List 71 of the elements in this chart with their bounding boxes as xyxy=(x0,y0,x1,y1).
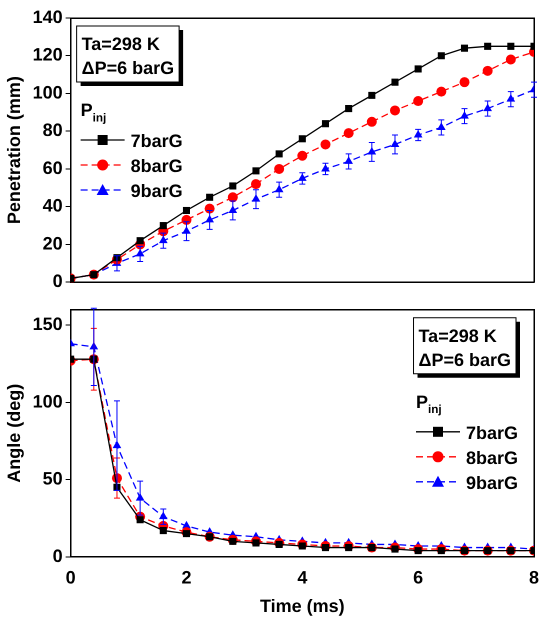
y-tick-label: 100 xyxy=(32,391,63,412)
point xyxy=(368,92,376,99)
point xyxy=(252,539,260,546)
y-tick-label: 0 xyxy=(52,546,63,566)
point xyxy=(206,194,214,201)
annotation: Ta=298 K xyxy=(82,34,160,54)
y-tick-label: 60 xyxy=(42,158,63,178)
point xyxy=(182,206,190,214)
point xyxy=(322,544,330,552)
point xyxy=(276,540,283,548)
y-tick-label: 120 xyxy=(32,44,63,65)
point xyxy=(136,237,144,244)
point xyxy=(390,105,400,116)
point xyxy=(345,105,352,112)
point xyxy=(482,66,493,76)
point xyxy=(438,52,445,60)
point xyxy=(160,527,167,534)
point xyxy=(506,54,516,65)
point xyxy=(320,139,330,150)
x-tick-label: 4 xyxy=(297,568,308,588)
legend-label: 7barG xyxy=(130,131,183,151)
point xyxy=(298,542,306,550)
x-tick-label: 8 xyxy=(528,568,540,588)
point xyxy=(297,150,308,161)
y-tick-label: 40 xyxy=(42,196,63,216)
point xyxy=(414,65,422,72)
point xyxy=(438,547,445,554)
annotation: Ta=298 K xyxy=(418,326,497,346)
point xyxy=(459,77,470,88)
y-axis-title: Angle (deg) xyxy=(4,384,24,483)
point xyxy=(344,128,354,138)
point xyxy=(391,546,399,553)
point xyxy=(250,179,261,190)
point xyxy=(229,182,236,190)
point xyxy=(252,167,260,174)
point xyxy=(366,116,377,127)
legend-label: 9barG xyxy=(130,181,183,201)
point xyxy=(229,538,236,545)
point xyxy=(391,78,399,86)
point xyxy=(298,135,306,142)
point xyxy=(160,222,167,230)
y-tick-label: 50 xyxy=(42,468,63,489)
point xyxy=(345,544,352,552)
y-tick-label: 20 xyxy=(42,233,63,254)
x-tick-label: 0 xyxy=(66,568,76,588)
point xyxy=(484,42,492,50)
y-tick-label: 100 xyxy=(32,82,63,102)
x-axis-title: Time (ms) xyxy=(260,596,345,616)
point xyxy=(276,150,283,158)
x-tick-label: 6 xyxy=(413,568,424,588)
annotation: ΔP=6 barG xyxy=(418,350,512,370)
y-axis-title: Penetration (mm) xyxy=(4,76,24,224)
point xyxy=(136,516,144,524)
legend-label: 7barG xyxy=(466,422,518,443)
point xyxy=(322,120,330,128)
point xyxy=(182,530,190,538)
point xyxy=(460,44,468,52)
point xyxy=(414,547,422,554)
legend-label: 8barG xyxy=(466,448,518,468)
y-tick-label: 0 xyxy=(52,271,63,292)
y-tick-label: 150 xyxy=(32,314,63,334)
point xyxy=(436,86,446,97)
annotation: ΔP=6 barG xyxy=(82,58,174,78)
x-tick-label: 2 xyxy=(181,568,192,588)
point xyxy=(274,164,284,174)
y-tick-label: 140 xyxy=(32,6,63,27)
legend-label: 9barG xyxy=(466,472,518,493)
point xyxy=(507,42,514,50)
point xyxy=(413,96,424,106)
y-tick-label: 80 xyxy=(42,120,63,140)
legend-label: 8barG xyxy=(130,156,183,176)
